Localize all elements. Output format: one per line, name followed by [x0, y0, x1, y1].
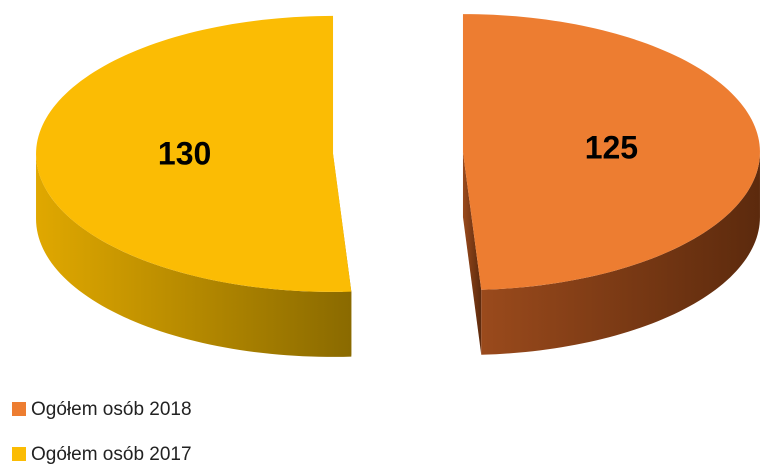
data-label: 125: [585, 129, 638, 165]
pie: 125 130: [36, 14, 760, 357]
data-label: 130: [158, 136, 211, 172]
legend-label: Ogółem osób 2017: [31, 444, 192, 464]
legend-swatch: [12, 402, 26, 416]
legend: Ogółem osób 2018 Ogółem osób 2017: [12, 399, 192, 464]
legend-label: Ogółem osób 2018: [31, 399, 192, 420]
slice: [462, 14, 760, 290]
slice-wall: [462, 152, 482, 355]
slice-side: [481, 152, 760, 355]
legend-swatch: [12, 447, 26, 461]
slice: [36, 15, 352, 292]
slice-side: [36, 153, 352, 357]
